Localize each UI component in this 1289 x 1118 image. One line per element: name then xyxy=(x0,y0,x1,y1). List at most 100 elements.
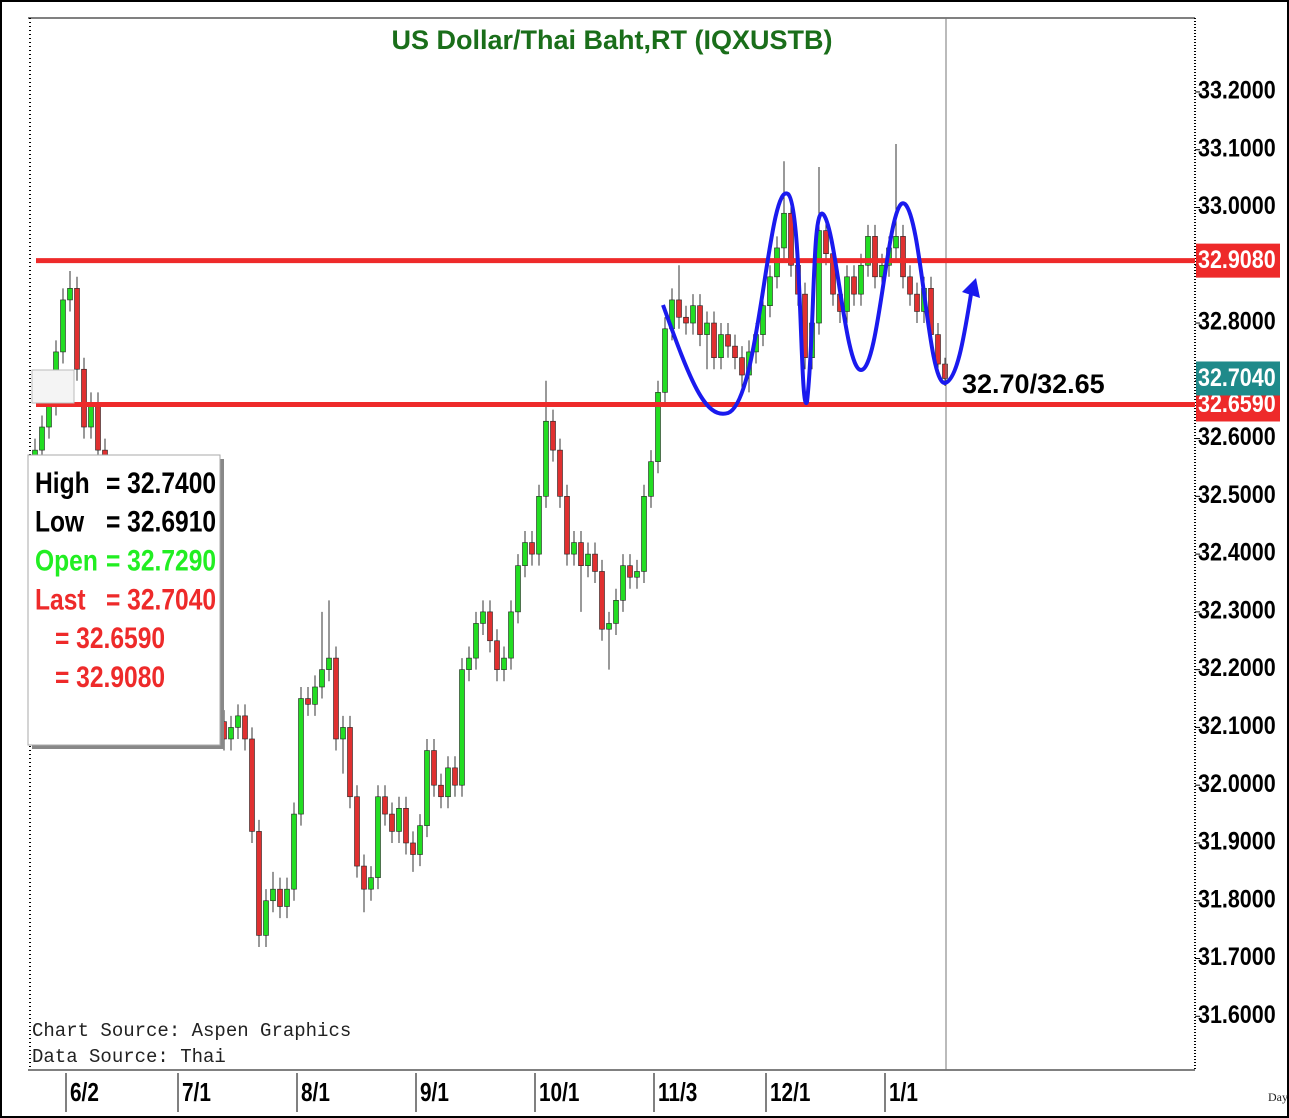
candle-body xyxy=(452,767,458,786)
candle-body xyxy=(907,276,913,295)
candle-body xyxy=(326,657,332,670)
candle-body xyxy=(585,553,591,566)
candle-body xyxy=(760,305,766,335)
candle-body xyxy=(459,669,465,786)
candle-body xyxy=(627,565,633,578)
level-tag xyxy=(1196,243,1280,278)
candle-body xyxy=(851,276,857,295)
candle-body xyxy=(634,571,640,578)
x-tick-label: 9/1 xyxy=(420,1078,449,1107)
candle-body xyxy=(529,542,535,555)
candle-body xyxy=(501,657,507,670)
candle-body xyxy=(515,565,521,613)
candle-body xyxy=(312,686,318,705)
candle-body xyxy=(844,276,850,312)
candle-body xyxy=(319,669,325,688)
level-tag-label: 32.9080 xyxy=(1198,246,1276,274)
x-tick-label: 7/1 xyxy=(182,1078,211,1107)
candle-body xyxy=(893,236,899,249)
info-value: = 32.6590 xyxy=(55,621,165,655)
candle-body xyxy=(46,403,52,428)
candle-body xyxy=(704,322,710,335)
y-tick-label: 31.7000 xyxy=(1198,943,1276,971)
y-tick-label: 32.3000 xyxy=(1198,596,1276,624)
candle-body xyxy=(305,698,311,705)
candle-body xyxy=(648,461,654,497)
candle-body xyxy=(823,230,829,255)
info-name: Low xyxy=(35,504,85,538)
candle-body xyxy=(445,767,451,798)
candle-body xyxy=(256,831,262,936)
candle-body xyxy=(88,403,94,428)
candle-body xyxy=(655,392,661,462)
candle-body xyxy=(39,426,45,451)
candle-body xyxy=(375,796,381,878)
candle-body xyxy=(74,288,80,370)
y-tick-label: 32.2000 xyxy=(1198,654,1276,682)
y-tick-label: 31.9000 xyxy=(1198,827,1276,855)
candle-body xyxy=(403,807,409,844)
candle-body xyxy=(424,750,430,826)
candle-body xyxy=(228,727,234,740)
candle-body xyxy=(900,236,906,278)
candle-body xyxy=(641,496,647,572)
candle-body xyxy=(480,611,486,624)
candle-body xyxy=(914,293,920,312)
y-tick-label: 32.1000 xyxy=(1198,712,1276,740)
info-value: = 32.6910 xyxy=(106,504,216,538)
candle-body xyxy=(781,212,787,249)
candle-body xyxy=(284,888,290,907)
candle-body xyxy=(431,750,437,786)
small-box xyxy=(31,369,75,404)
pattern-curve xyxy=(661,191,974,416)
candle-body xyxy=(347,727,353,798)
y-tick-label: 32.5000 xyxy=(1198,480,1276,508)
candle-body xyxy=(417,825,423,855)
candle-body xyxy=(270,888,276,902)
info-value: = 32.7400 xyxy=(106,466,216,500)
candle-body xyxy=(466,657,472,670)
info-value: = 32.7290 xyxy=(106,543,216,577)
info-name: High xyxy=(35,466,90,500)
period-label: Day xyxy=(1268,1090,1288,1104)
candle-body xyxy=(536,496,542,555)
candle-body xyxy=(613,600,619,624)
x-tick-label: 10/1 xyxy=(539,1078,579,1107)
info-name: Open xyxy=(35,543,98,577)
y-tick-label: 33.0000 xyxy=(1198,192,1276,220)
candle-body xyxy=(872,236,878,278)
candle-body xyxy=(557,449,563,497)
candle-body xyxy=(578,542,584,566)
candle-body xyxy=(291,813,297,890)
candle-body xyxy=(620,565,626,601)
candle-body xyxy=(354,796,360,867)
candle-body xyxy=(942,363,948,379)
y-tick-label: 31.8000 xyxy=(1198,885,1276,913)
candle-body xyxy=(767,276,773,306)
candle-body xyxy=(487,611,493,642)
candle-body xyxy=(683,316,689,324)
candle-body xyxy=(60,299,66,353)
candle-body xyxy=(606,623,612,630)
arrow-head xyxy=(962,278,980,298)
info-box xyxy=(27,454,221,746)
candle-body xyxy=(816,230,822,324)
candle-body xyxy=(438,784,444,798)
candle-body xyxy=(564,496,570,555)
candle-body xyxy=(242,715,248,740)
y-tick-label: 32.6000 xyxy=(1198,423,1276,451)
x-tick-label: 12/1 xyxy=(770,1078,810,1107)
y-tick-label: 31.6000 xyxy=(1198,1000,1276,1028)
candle-body xyxy=(389,813,395,832)
info-value: = 32.9080 xyxy=(55,660,165,694)
info-value: = 32.7040 xyxy=(106,582,216,616)
y-tick-label: 33.2000 xyxy=(1198,76,1276,104)
y-tick-label: 32.0000 xyxy=(1198,769,1276,797)
candle-body xyxy=(522,542,528,566)
candle-body xyxy=(333,657,339,740)
candle-body xyxy=(95,403,101,451)
candle-body xyxy=(592,553,598,572)
candle-body xyxy=(599,571,605,630)
x-tick-label: 6/2 xyxy=(70,1078,99,1107)
annotation: 32.70/32.65 xyxy=(962,369,1105,399)
